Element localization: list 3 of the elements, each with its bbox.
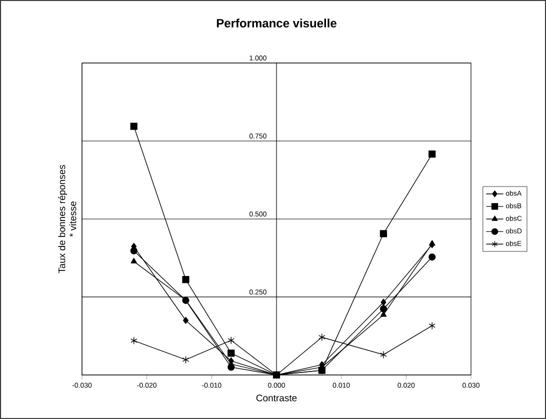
chart-title: Performance visuelle — [216, 18, 336, 28]
x-axis-title: Contraste — [256, 394, 297, 402]
y-axis-title: Taux de bonnes réponses * vitesse — [58, 164, 76, 274]
